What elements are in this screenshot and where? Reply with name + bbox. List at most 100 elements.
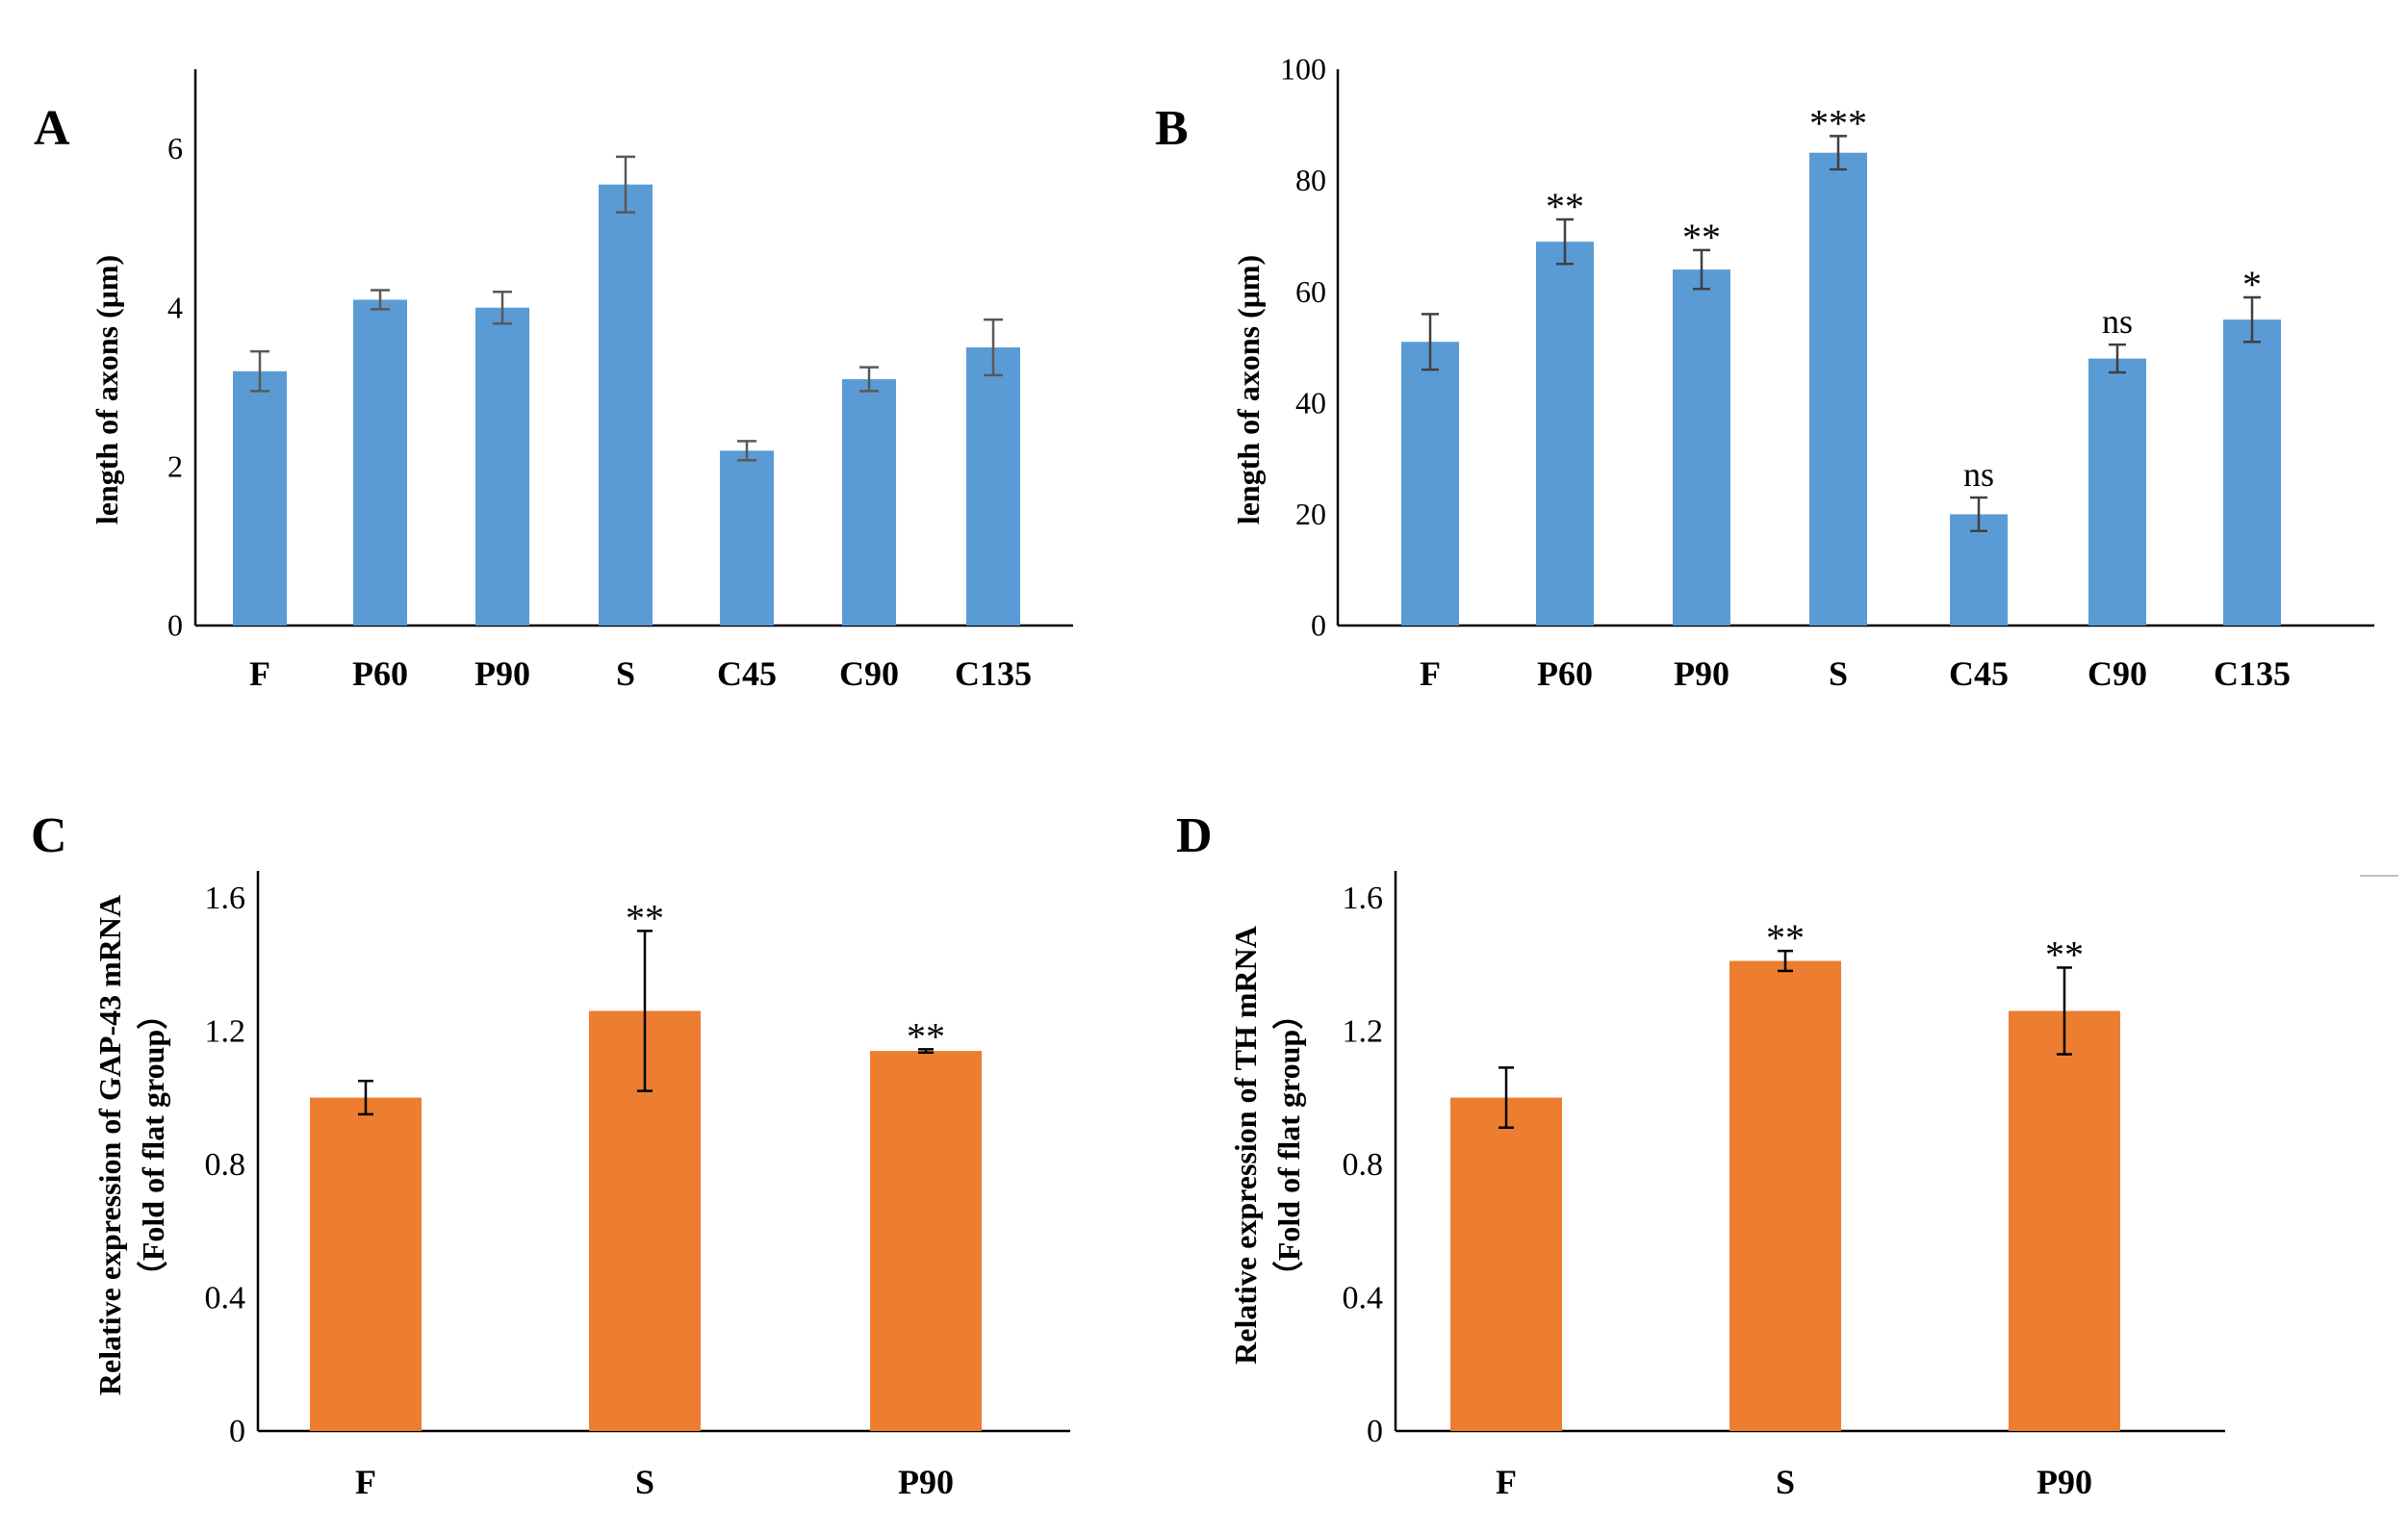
x-tick-label-b-p60: P60 bbox=[1537, 654, 1593, 693]
significance-label-d-s: ** bbox=[1766, 916, 1805, 959]
panel-d-y-tick-label: 0.4 bbox=[1343, 1281, 1384, 1316]
x-tick-label-b-c45: C45 bbox=[1949, 654, 2009, 693]
significance-label-d-p90: ** bbox=[2045, 933, 2084, 976]
error-bar-b-c45 bbox=[1970, 496, 1987, 532]
bar-d-p90 bbox=[2009, 1010, 2120, 1431]
bar-b-f bbox=[1401, 342, 1459, 626]
x-tick-label-b-p90: P90 bbox=[1674, 654, 1729, 693]
bar-b-c135 bbox=[2223, 319, 2281, 626]
error-bar-c-f bbox=[358, 1080, 373, 1116]
panel-b-y-tick-label: 60 bbox=[1295, 274, 1326, 309]
bar-a-s bbox=[599, 184, 653, 626]
significance-label-c-s: ** bbox=[626, 896, 664, 939]
x-tick-label-b-s: S bbox=[1829, 654, 1848, 693]
bar-a-c135 bbox=[966, 347, 1020, 626]
error-bar-d-s bbox=[1778, 949, 1793, 973]
x-tick-label-a-c90: C90 bbox=[839, 654, 899, 693]
x-tick-label-c-f: F bbox=[355, 1463, 376, 1501]
panel-c-y-tick-label: 1.6 bbox=[205, 881, 246, 916]
panel-c-y-tick-label: 1.2 bbox=[205, 1014, 246, 1050]
panel-d: D Relative expression of TH mRNA （Fold o… bbox=[1176, 808, 2225, 1501]
error-bar-a-p60 bbox=[371, 289, 390, 311]
x-tick-label-a-p90: P90 bbox=[474, 654, 530, 693]
panel-d-y-axis-label-2: （Fold of flat group） bbox=[1271, 999, 1306, 1291]
error-bar-c-p90 bbox=[918, 1048, 934, 1055]
panel-d-y-tick-label: 0.8 bbox=[1343, 1147, 1384, 1183]
x-tick-label-d-p90: P90 bbox=[2037, 1463, 2092, 1501]
x-tick-label-d-s: S bbox=[1776, 1463, 1795, 1501]
panel-d-y-axis-label: Relative expression of TH mRNA bbox=[1228, 926, 1263, 1365]
bar-b-s bbox=[1809, 152, 1867, 626]
error-bar-b-p60 bbox=[1556, 217, 1574, 266]
panel-b-y-tick-label: 40 bbox=[1295, 385, 1326, 420]
panel-c-y-axis-label: Relative expression of GAP-43 mRNA bbox=[92, 895, 127, 1395]
x-tick-label-d-f: F bbox=[1496, 1463, 1517, 1501]
panel-c-letter: C bbox=[31, 808, 67, 863]
error-bar-b-f bbox=[1422, 313, 1439, 371]
bar-d-s bbox=[1729, 960, 1841, 1431]
panel-d-y-tick-label: 1.6 bbox=[1343, 881, 1384, 916]
error-bar-a-c90 bbox=[859, 366, 879, 393]
panel-c-y-tick-label: 0.8 bbox=[205, 1147, 246, 1183]
bar-a-p90 bbox=[475, 307, 529, 626]
panel-c: C Relative expression of GAP-43 mRNA （Fo… bbox=[31, 808, 1070, 1501]
significance-label-b-p60: ** bbox=[1546, 185, 1584, 228]
bar-b-c45 bbox=[1950, 514, 2008, 626]
panel-c-y-axis-label-2: （Fold of flat group） bbox=[136, 999, 170, 1291]
bar-a-c45 bbox=[720, 450, 774, 626]
bar-a-c90 bbox=[842, 379, 896, 626]
error-bar-a-s bbox=[616, 155, 635, 214]
significance-label-b-c135: * bbox=[2242, 263, 2262, 306]
bar-c-f bbox=[310, 1097, 422, 1431]
bar-a-p60 bbox=[353, 299, 407, 626]
panel-b-y-tick-label: 80 bbox=[1295, 163, 1326, 197]
error-bar-b-s bbox=[1830, 135, 1847, 171]
panel-d-letter: D bbox=[1176, 808, 1213, 863]
error-bar-b-c135 bbox=[2243, 295, 2261, 344]
x-tick-label-b-c135: C135 bbox=[2214, 654, 2291, 693]
error-bar-c-s bbox=[637, 930, 653, 1092]
panel-d-y-tick-label: 1.2 bbox=[1343, 1014, 1384, 1050]
panel-a-letter: A bbox=[34, 101, 70, 156]
x-tick-label-c-p90: P90 bbox=[898, 1463, 954, 1501]
error-bar-d-f bbox=[1499, 1066, 1514, 1129]
panel-b-y-axis-label: length of axons (μm) bbox=[1231, 255, 1266, 524]
panel-a: A length of axons (μm) 0 2 4 6 F P60 P90 S C45 C9… bbox=[34, 69, 1073, 693]
panel-a-y-tick-label: 6 bbox=[167, 131, 183, 166]
bar-b-c90 bbox=[2088, 358, 2146, 626]
bar-c-p90 bbox=[870, 1051, 982, 1431]
bar-b-p90 bbox=[1673, 269, 1730, 626]
significance-label-b-c90: ns bbox=[2102, 302, 2133, 341]
panel-b-letter: B bbox=[1155, 101, 1189, 156]
significance-label-b-s: *** bbox=[1809, 101, 1867, 144]
bar-a-f bbox=[233, 370, 287, 626]
x-tick-label-b-f: F bbox=[1420, 654, 1441, 693]
bar-b-p60 bbox=[1536, 242, 1594, 626]
error-bar-b-p90 bbox=[1693, 248, 1710, 291]
panel-a-y-tick-label: 4 bbox=[167, 290, 183, 324]
error-bar-a-c135 bbox=[984, 318, 1003, 377]
significance-label-c-p90: ** bbox=[907, 1014, 945, 1058]
panel-a-y-tick-label: 0 bbox=[167, 608, 183, 643]
x-tick-label-a-s: S bbox=[616, 654, 635, 693]
x-tick-label-a-c45: C45 bbox=[717, 654, 777, 693]
panel-a-y-axis-label: length of axons (μm) bbox=[90, 255, 124, 524]
x-tick-label-a-c135: C135 bbox=[955, 654, 1032, 693]
panel-b: B length of axons (μm) 0 20 40 60 80 100 F ** P6… bbox=[1155, 52, 2374, 693]
x-tick-label-a-p60: P60 bbox=[352, 654, 408, 693]
panel-b-y-tick-label: 0 bbox=[1311, 608, 1326, 643]
significance-label-b-p90: ** bbox=[1682, 216, 1721, 259]
panel-b-y-tick-label: 100 bbox=[1280, 52, 1326, 87]
x-tick-label-b-c90: C90 bbox=[2088, 654, 2147, 693]
error-bar-b-c90 bbox=[2109, 343, 2126, 374]
panel-d-y-tick-label: 0 bbox=[1367, 1414, 1383, 1449]
x-tick-label-c-s: S bbox=[635, 1463, 654, 1501]
error-bar-a-c45 bbox=[737, 440, 756, 462]
x-tick-label-a-f: F bbox=[249, 654, 270, 693]
error-bar-a-f bbox=[250, 349, 269, 393]
significance-label-b-c45: ns bbox=[1963, 455, 1994, 494]
panel-c-y-tick-label: 0 bbox=[229, 1414, 245, 1449]
error-bar-d-p90 bbox=[2057, 966, 2072, 1056]
error-bar-a-p90 bbox=[493, 290, 512, 325]
